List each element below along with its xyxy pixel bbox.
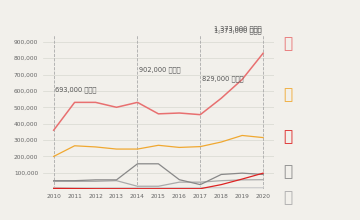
Text: 829,000 米ドル: 829,000 米ドル: [202, 75, 243, 82]
Text: 🐄: 🐄: [283, 37, 293, 51]
Text: 🐎: 🐎: [283, 129, 293, 144]
Text: 693,000 米ドル: 693,000 米ドル: [55, 86, 97, 93]
Text: 1,373,000 米ドル: 1,373,000 米ドル: [214, 27, 261, 34]
Text: 🐓: 🐓: [283, 164, 293, 179]
Text: 🐔: 🐔: [283, 87, 293, 102]
Text: 902,000 米ドル: 902,000 米ドル: [139, 66, 181, 73]
Text: 1,373,000 米ドル: 1,373,000 米ドル: [214, 25, 261, 32]
Text: 🐑: 🐑: [283, 191, 293, 205]
